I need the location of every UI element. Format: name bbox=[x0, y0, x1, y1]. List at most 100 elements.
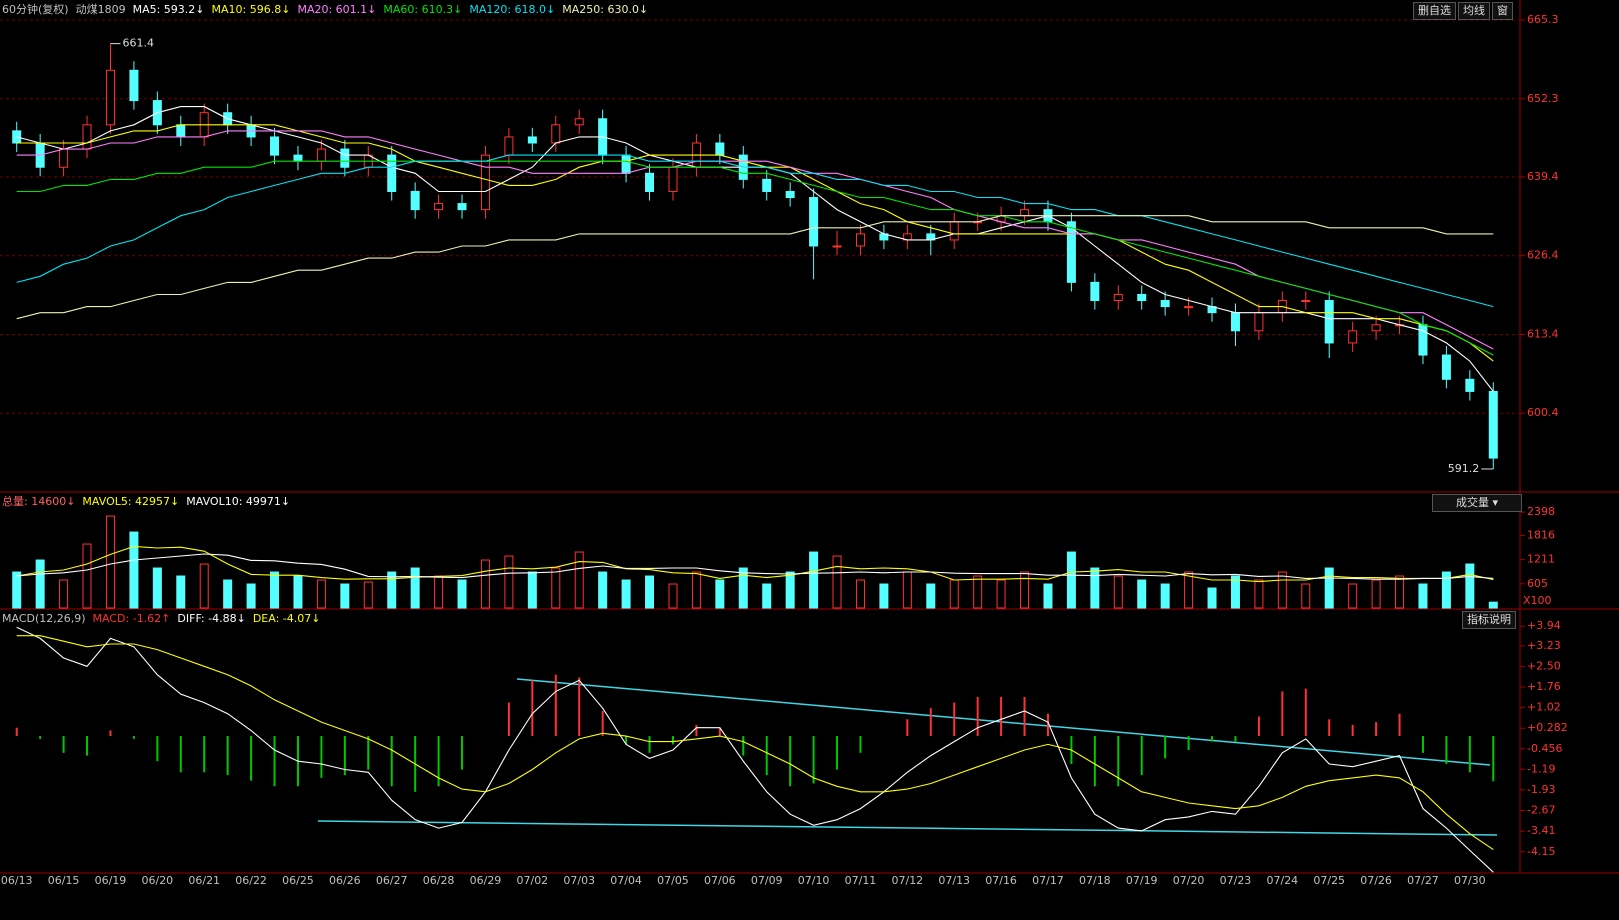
volume-bar bbox=[809, 551, 819, 609]
macd-bar bbox=[976, 697, 979, 737]
candle-body bbox=[82, 124, 92, 150]
candle-body bbox=[1113, 293, 1123, 302]
candle-body bbox=[645, 172, 655, 192]
x-tick-label: 07/09 bbox=[751, 874, 783, 887]
volume-bar bbox=[1137, 579, 1147, 609]
x-tick-label: 07/12 bbox=[891, 874, 923, 887]
indicator-selector[interactable]: 成交量 ▾ bbox=[1432, 494, 1522, 512]
macd-bar bbox=[789, 736, 792, 787]
y-tick-label: +2.50 bbox=[1527, 659, 1561, 672]
macd-legend: MACD(12,26,9) MACD: -1.62↑ DIFF: -4.88↓ DEA… bbox=[2, 611, 320, 627]
volume-bar bbox=[199, 563, 209, 609]
macd-bar bbox=[1046, 713, 1049, 737]
x-tick-label: 06/26 bbox=[329, 874, 361, 887]
volume-bar bbox=[246, 583, 256, 609]
x-tick-label: 06/19 bbox=[95, 874, 127, 887]
candle-body bbox=[1488, 390, 1498, 459]
candle-body bbox=[387, 154, 397, 192]
x-tick-label: 06/21 bbox=[188, 874, 220, 887]
macd-bar bbox=[1421, 736, 1424, 753]
x-tick-label: 06/28 bbox=[423, 874, 455, 887]
macd-bar bbox=[461, 736, 464, 770]
macd-bar bbox=[648, 736, 651, 753]
candle-body bbox=[1020, 209, 1030, 217]
volume-bar bbox=[855, 579, 865, 609]
macd-bar bbox=[156, 736, 159, 762]
toolbar-button[interactable]: 窗 bbox=[1492, 2, 1513, 20]
x-tick-label: 07/05 bbox=[657, 874, 689, 887]
macd-bar bbox=[62, 736, 65, 753]
panel-title: 60分钟(复权) bbox=[2, 3, 69, 16]
candle-body bbox=[527, 136, 537, 144]
volume-bar bbox=[527, 571, 537, 609]
volume-bar bbox=[270, 571, 280, 609]
candle-body bbox=[785, 190, 795, 199]
x-tick-label: 07/04 bbox=[610, 874, 642, 887]
y-tick-label: 639.4 bbox=[1527, 170, 1559, 183]
candle-body bbox=[832, 245, 842, 248]
volume-bar bbox=[176, 575, 186, 609]
toolbar-button[interactable]: 均线 bbox=[1458, 2, 1490, 20]
macd-bar bbox=[625, 736, 628, 745]
candle-body bbox=[105, 69, 115, 126]
volume-bar bbox=[457, 579, 467, 609]
macd-bar bbox=[86, 736, 89, 756]
volume-bar bbox=[1465, 563, 1475, 609]
macd-bar bbox=[1351, 724, 1354, 737]
selector-label: 成交量 bbox=[1455, 496, 1489, 509]
macd-bar bbox=[1398, 713, 1401, 737]
macd-bar bbox=[226, 736, 229, 776]
volume-bar bbox=[762, 583, 772, 609]
indicator-line bbox=[16, 626, 1494, 873]
macd-bar bbox=[437, 736, 440, 787]
legend-entry: MAVOL10: 49971↓ bbox=[186, 495, 291, 508]
candle-body bbox=[434, 203, 444, 211]
volume-bar bbox=[1043, 583, 1053, 609]
candle-body bbox=[574, 118, 584, 126]
candle-body bbox=[1465, 378, 1475, 392]
macd-bar bbox=[953, 702, 956, 737]
x-tick-label: 07/10 bbox=[798, 874, 830, 887]
macd-bar bbox=[601, 710, 604, 737]
volume-bar bbox=[551, 567, 561, 609]
macd-bar bbox=[1281, 691, 1284, 737]
volume-bar bbox=[832, 555, 842, 609]
indicator-line bbox=[16, 215, 1494, 320]
x-tick-label: 07/02 bbox=[516, 874, 548, 887]
x-tick-label: 07/25 bbox=[1313, 874, 1345, 887]
legend-entry: MA60: 610.3↓ bbox=[383, 3, 463, 16]
panel-title: 总量: 14600↓ bbox=[2, 495, 76, 508]
help-button[interactable]: 指标说明 bbox=[1462, 611, 1516, 629]
legend-entry: MACD: -1.62↑ bbox=[92, 612, 171, 625]
legend-entry: MAVOL5: 42957↓ bbox=[82, 495, 180, 508]
indicator-line bbox=[16, 154, 1494, 308]
volume-bar bbox=[1207, 587, 1217, 609]
candle-body bbox=[270, 136, 280, 156]
x-tick-label: 07/20 bbox=[1173, 874, 1205, 887]
volume-bar bbox=[996, 579, 1006, 609]
macd-bar bbox=[320, 736, 323, 778]
y-tick-label: -1.93 bbox=[1527, 783, 1555, 796]
macd-bar bbox=[1093, 736, 1096, 787]
candle-body bbox=[715, 142, 725, 156]
volume-bar bbox=[504, 555, 514, 609]
macd-bar bbox=[554, 674, 557, 737]
macd-bar bbox=[109, 730, 112, 737]
indicator-line bbox=[16, 160, 1494, 356]
volume-bar bbox=[902, 571, 912, 609]
indicator-line bbox=[16, 124, 1494, 362]
x-tick-label: 07/17 bbox=[1032, 874, 1064, 887]
x-tick-label: 07/11 bbox=[845, 874, 877, 887]
volume-bar bbox=[12, 571, 22, 609]
x-tick-label: 06/13 bbox=[1, 874, 33, 887]
macd-bar bbox=[1140, 736, 1143, 776]
macd-bar bbox=[1328, 719, 1331, 737]
toolbar-button[interactable]: 删自选 bbox=[1413, 2, 1456, 20]
candle-body bbox=[457, 203, 467, 211]
volume-bar bbox=[1184, 571, 1194, 609]
candle-body bbox=[1418, 324, 1428, 356]
indicator-line bbox=[16, 545, 1494, 583]
volume-bar bbox=[316, 579, 326, 609]
macd-bar bbox=[250, 736, 253, 781]
